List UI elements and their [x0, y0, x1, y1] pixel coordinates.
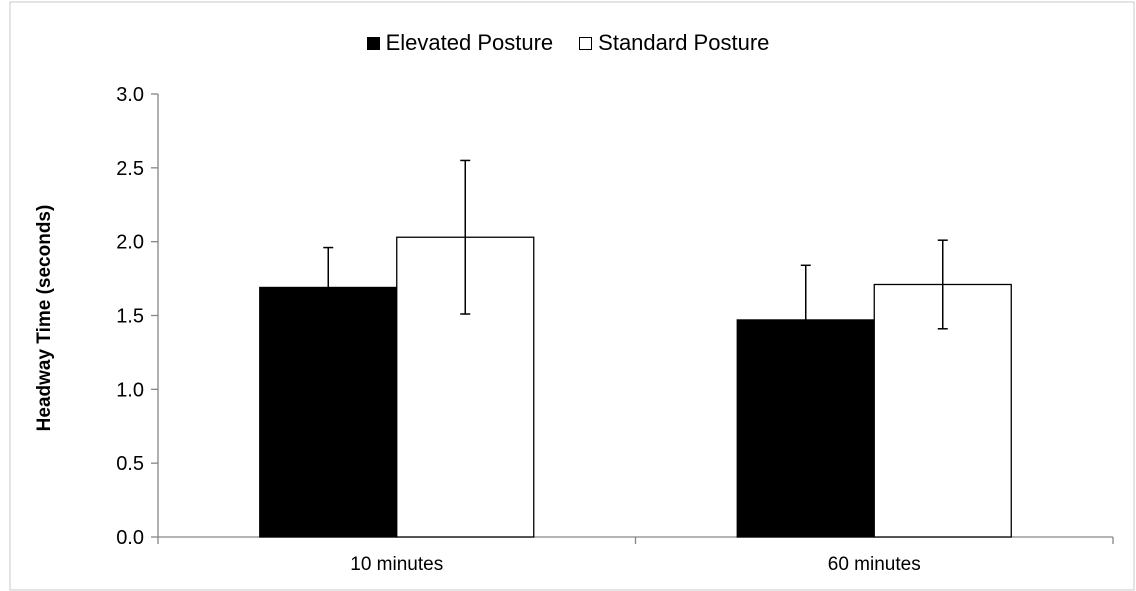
y-tick-label: 2.5 — [116, 158, 144, 180]
y-axis-label: Headway Time (seconds) — [34, 205, 55, 432]
chart-marks: 0.0 0.5 1.0 1.5 2.0 2.5 3.0 10 minutes 60 minute… — [116, 84, 1114, 575]
x-tick-label: 10 minutes — [350, 554, 443, 575]
x-tick-label: 60 minutes — [828, 554, 921, 575]
legend-item-elevated: Elevated Posture — [366, 30, 554, 56]
y-tick-label: 0.0 — [116, 527, 144, 549]
chart-border — [9, 1, 1135, 591]
y-tick-label: 1.5 — [116, 306, 144, 328]
legend: Elevated Posture Standard Posture — [0, 30, 1136, 56]
legend-label-standard: Standard Posture — [598, 30, 770, 55]
legend-item-standard: Standard Posture — [579, 30, 769, 56]
y-tick-label: 2.0 — [116, 232, 144, 254]
bar — [259, 286, 398, 538]
legend-swatch-elevated — [366, 36, 380, 50]
y-tick-label: 3.0 — [116, 84, 144, 106]
y-tick-label: 0.5 — [116, 453, 144, 475]
legend-label-elevated: Elevated Posture — [385, 30, 554, 55]
legend-swatch-standard — [579, 36, 593, 50]
y-tick-label: 1.0 — [116, 379, 144, 401]
